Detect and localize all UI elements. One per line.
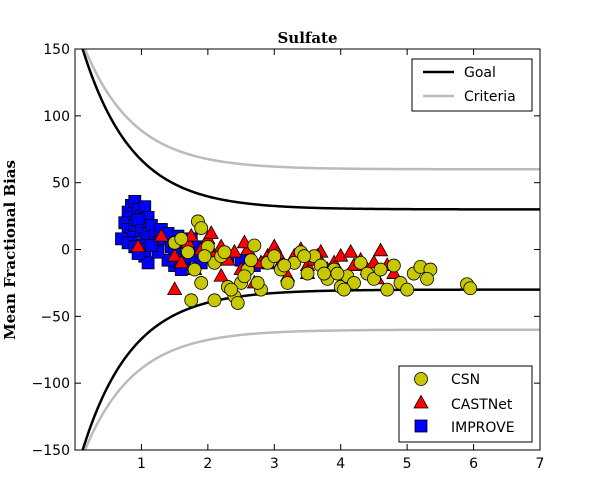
csn-point — [386, 258, 401, 273]
csn-point — [280, 276, 295, 290]
csn-point — [330, 266, 345, 281]
csn-point — [250, 276, 265, 290]
csn-point — [373, 262, 388, 277]
csn-point — [237, 269, 252, 284]
castnet-point — [203, 225, 219, 239]
csn-point — [337, 282, 351, 297]
improve-point — [131, 213, 145, 227]
csn-point — [184, 293, 199, 308]
criteria-lower-curve — [83, 328, 540, 450]
criteria-upper-curve — [83, 49, 540, 171]
legend-csn-label: CSN — [451, 372, 480, 388]
data-points — [115, 194, 478, 310]
castnet-point — [173, 254, 189, 269]
legend-lines: Goal Criteria — [411, 58, 533, 112]
csn-point — [420, 272, 434, 286]
csn-point — [174, 231, 189, 246]
castnet-point — [166, 247, 183, 262]
y-tick-label: −50 — [40, 309, 70, 325]
legend-improve-label: IMPROVE — [451, 420, 515, 436]
castnet-point — [130, 238, 146, 253]
y-tick-label: 0 — [61, 243, 70, 259]
x-tick-label: 4 — [336, 456, 345, 472]
legend-csn-marker — [414, 372, 428, 386]
castnet-point — [342, 243, 359, 258]
csn-point — [267, 249, 282, 264]
csn-point — [347, 276, 361, 290]
y-tick-label: 150 — [43, 42, 70, 58]
castnet-point — [213, 267, 229, 282]
csn-point — [230, 296, 245, 310]
improve-point — [144, 239, 158, 252]
chart-title: Sulfate — [277, 29, 337, 47]
csn-point — [277, 258, 292, 273]
x-tick-label: 1 — [137, 456, 146, 472]
csn-point — [194, 276, 209, 290]
csn-point — [300, 266, 315, 281]
goal-upper-curve — [81, 49, 540, 211]
csn-point — [181, 245, 195, 260]
y-tick-label: 100 — [43, 109, 70, 125]
legend-improve-marker — [414, 419, 428, 433]
csn-point — [317, 266, 332, 281]
legend-series: CSN CASTNet IMPROVE — [398, 365, 533, 443]
csn-point — [353, 255, 368, 270]
castnet-point — [153, 227, 170, 242]
legend-criteria-label: Criteria — [464, 89, 516, 105]
castnet-point — [333, 247, 349, 262]
x-tick-label: 6 — [469, 456, 478, 472]
csn-point — [400, 282, 415, 297]
y-tick-label: −100 — [32, 376, 70, 392]
legend-castnet-marker — [413, 394, 429, 409]
plot-content — [81, 49, 540, 450]
x-tick-label: 7 — [536, 456, 545, 472]
csn-point — [197, 249, 212, 264]
improve-point — [138, 200, 152, 214]
castnet-point — [166, 281, 183, 296]
csn-point — [207, 293, 222, 308]
csn-point — [380, 282, 395, 297]
csn-point — [247, 238, 262, 253]
legend-lines-box — [411, 58, 533, 112]
y-tick-label: 50 — [52, 176, 70, 192]
csn-point — [187, 262, 202, 277]
csn-point — [297, 249, 312, 264]
csn-point — [367, 272, 381, 286]
legend-castnet-label: CASTNet — [451, 397, 513, 413]
x-tick-label: 3 — [270, 456, 279, 472]
csn-point — [217, 245, 232, 260]
y-tick-label: −150 — [32, 443, 70, 459]
axis-ticks: 1 2 3 4 5 6 7 −150 −100 −50 0 50 100 150 — [32, 42, 545, 472]
x-tick-label: 5 — [403, 456, 412, 472]
csn-point — [194, 221, 209, 236]
y-axis-label: Mean Fractional Bias — [1, 160, 19, 340]
castnet-point — [372, 242, 389, 257]
csn-point — [244, 253, 258, 268]
improve-point — [141, 256, 155, 270]
x-tick-label: 2 — [203, 456, 212, 472]
legend-goal-label: Goal — [464, 65, 496, 81]
csn-point — [224, 282, 239, 297]
csn-point — [463, 281, 478, 296]
